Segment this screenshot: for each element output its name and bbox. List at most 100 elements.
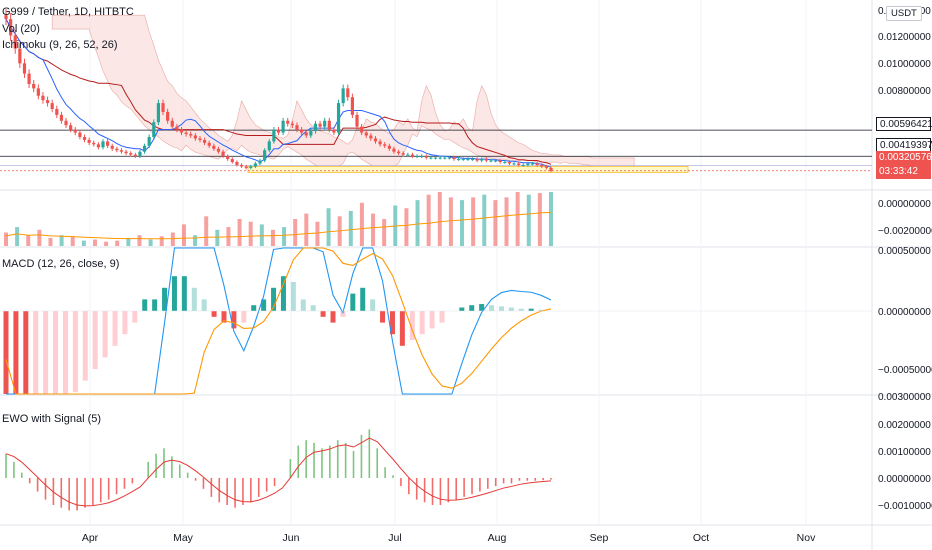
macd-histogram-bar xyxy=(92,311,98,369)
time-axis-tick: Jul xyxy=(388,532,401,544)
ewo-bar xyxy=(384,467,386,478)
candle-body xyxy=(106,141,110,146)
candle-body xyxy=(309,131,313,136)
macd-legend[interactable]: MACD (12, 26, close, 9) xyxy=(2,258,120,270)
ichimoku-conversion-line xyxy=(5,18,552,168)
ewo-bar xyxy=(455,478,458,500)
volume-bar xyxy=(137,235,142,246)
ewo-bar xyxy=(155,453,157,478)
ewo-bar xyxy=(439,478,442,505)
volume-bar xyxy=(148,239,153,246)
ewo-signal-line xyxy=(5,437,552,507)
ewo-bar xyxy=(115,478,118,495)
candle-body xyxy=(9,19,13,36)
volume-bar xyxy=(493,200,498,246)
volume-bar xyxy=(326,208,331,246)
volume-bar xyxy=(515,192,520,246)
ewo-bar xyxy=(131,478,134,484)
macd-histogram-bar xyxy=(241,311,247,323)
candle-body xyxy=(503,162,507,164)
candle-body xyxy=(198,138,202,140)
volume-bar xyxy=(282,227,287,246)
candle-body xyxy=(36,88,40,96)
ewo-bar xyxy=(257,478,260,497)
candle-body xyxy=(189,134,193,136)
ewo-bar xyxy=(344,442,347,478)
candle-body xyxy=(535,163,539,165)
volume-bar xyxy=(70,236,75,246)
volume-bar xyxy=(259,224,264,246)
ewo-bar xyxy=(400,478,402,487)
macd-histogram-bar xyxy=(399,311,405,346)
ewo-bar xyxy=(20,472,23,478)
candle-body xyxy=(369,135,373,139)
macd-histogram-bar xyxy=(13,311,19,394)
macd-histogram-bar xyxy=(528,308,534,311)
candle-body xyxy=(350,97,354,115)
volume-bar xyxy=(382,219,387,246)
volume-bar xyxy=(549,192,553,246)
volume-bar xyxy=(215,229,220,246)
ichimoku-legend[interactable]: Ichimoku (9, 26, 52, 26) xyxy=(2,39,118,51)
ewo-legend[interactable]: EWO with Signal (5) xyxy=(2,413,102,425)
candle-body xyxy=(475,159,479,161)
last-price-badge: 0.00320576 xyxy=(876,151,932,165)
candle-body xyxy=(313,123,318,132)
candle-body xyxy=(461,159,465,161)
candle-body xyxy=(73,129,77,133)
ewo-bar xyxy=(210,478,213,497)
ewo-bar xyxy=(5,453,7,478)
time-axis-tick: Jun xyxy=(283,532,300,544)
volume-bar xyxy=(371,213,376,246)
macd-histogram-bar xyxy=(508,307,514,311)
ewo-bar xyxy=(447,478,450,503)
macd-histogram-bar xyxy=(62,311,68,394)
volume-bar xyxy=(48,237,53,246)
volume-bar xyxy=(92,239,97,246)
candle-body xyxy=(415,156,419,158)
candle-body xyxy=(55,108,59,115)
ewo-bar xyxy=(408,478,410,495)
candle-body xyxy=(447,157,451,159)
candle-body xyxy=(133,154,137,157)
price-axis-tick: 0.01200000 xyxy=(878,32,931,43)
ewo-bar xyxy=(321,448,323,478)
macd-histogram-bar xyxy=(132,311,138,323)
price-axis-tick: −0.00100000 xyxy=(878,501,932,512)
candle-body xyxy=(142,145,147,152)
price-axis-tick: 0.00300000 xyxy=(878,392,931,403)
macd-histogram-bar xyxy=(162,287,168,311)
macd-histogram-bar xyxy=(102,311,108,358)
volume-pane xyxy=(4,192,553,246)
candle-body xyxy=(193,135,197,139)
symbol-title[interactable]: G999 / Tether, 1D, HITBTC xyxy=(2,6,134,18)
candle-body xyxy=(41,95,45,101)
currency-button[interactable]: USDT xyxy=(886,6,922,21)
countdown-badge: 03:33:42 xyxy=(876,165,931,179)
candle-body xyxy=(203,139,207,143)
candle-body xyxy=(161,103,165,112)
macd-histogram-bar xyxy=(469,305,475,311)
candle-body xyxy=(82,136,87,140)
volume-legend[interactable]: Vol (20) xyxy=(2,23,40,35)
price-axis-tick: −0.00050000 xyxy=(878,365,932,376)
volume-bar xyxy=(404,208,409,246)
candle-body xyxy=(207,142,211,146)
ewo-bar xyxy=(76,478,78,511)
ewo-bar xyxy=(60,478,63,508)
volume-bar xyxy=(426,194,431,246)
candle-body xyxy=(147,136,151,146)
ewo-bar xyxy=(502,478,505,484)
candle-body xyxy=(290,123,294,126)
price-axis-tick: 0.00000000 xyxy=(878,474,931,485)
volume-bar xyxy=(26,235,31,246)
candle-body xyxy=(281,120,285,133)
candle-body xyxy=(276,129,281,133)
ewo-bar xyxy=(28,478,31,484)
candle-body xyxy=(124,151,128,154)
macd-histogram-bar xyxy=(310,305,316,311)
price-axis-tick: 0.00000000 xyxy=(878,307,931,318)
volume-bar xyxy=(193,235,198,246)
volume-bar xyxy=(437,192,442,246)
